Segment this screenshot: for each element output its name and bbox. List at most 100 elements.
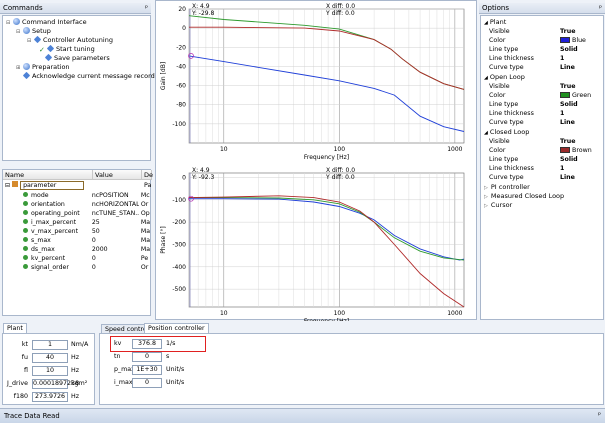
table-row[interactable]: v_max_percent 50 Ma — [3, 227, 152, 236]
option-value[interactable]: True — [560, 138, 576, 145]
param-value[interactable]: 50 — [91, 227, 100, 235]
x-tick-label: 10 — [220, 146, 228, 153]
param-bullet-icon — [23, 236, 28, 242]
plant-field-f180[interactable]: 273.9726 — [32, 392, 68, 402]
param-value[interactable]: ncPOSITION — [91, 191, 129, 199]
option-value[interactable]: True — [560, 28, 576, 35]
tree-item-save-parameters[interactable]: Save parameters — [44, 53, 110, 63]
option-value[interactable]: 1 — [560, 55, 565, 62]
parameter-root-label: parameter — [20, 181, 85, 190]
options-section-pi-controller[interactable]: ▷ PI controller — [484, 183, 530, 192]
option-key: Line thickness — [489, 165, 534, 172]
controller-label-tn: tn — [114, 353, 121, 360]
column-header-value[interactable]: Value — [93, 170, 142, 180]
option-key: Color — [489, 147, 506, 154]
options-section-cursor[interactable]: ▷ Cursor — [484, 201, 512, 210]
expand-icon[interactable]: ⊞ — [16, 65, 21, 71]
expand-icon[interactable]: ▷ — [484, 185, 488, 191]
pin-icon[interactable]: ᵖ — [599, 4, 602, 12]
param-bullet-icon — [23, 227, 28, 233]
collapse-icon[interactable]: ◢ — [484, 130, 488, 136]
option-value[interactable]: Solid — [560, 46, 578, 53]
table-row[interactable]: mode ncPOSITION Mc — [3, 191, 152, 200]
param-name: kv_percent — [31, 254, 66, 262]
tree-item-setup[interactable]: ⊟ Setup — [16, 27, 51, 35]
option-key: Visible — [489, 28, 510, 35]
plant-field-fl[interactable]: 10 — [32, 366, 68, 376]
options-section-measured-closed-loop[interactable]: ▷ Measured Closed Loop — [484, 192, 564, 201]
option-value[interactable]: Line — [560, 64, 575, 71]
table-row[interactable]: ds_max 2000 Ma — [3, 245, 152, 254]
collapse-icon[interactable]: ⊟ — [27, 38, 32, 44]
options-section-closed-loop[interactable]: ◢ Closed Loop — [484, 128, 529, 137]
table-row[interactable]: kv_percent 0 Pe — [3, 254, 152, 263]
collapse-icon[interactable]: ⊟ — [6, 20, 11, 26]
table-row[interactable]: i_max_percent 25 Ma — [3, 218, 152, 227]
option-value[interactable]: Solid — [560, 101, 578, 108]
option-value[interactable]: 1 — [560, 110, 565, 117]
parameter-root-row[interactable]: ⊟ parameter Pa — [5, 181, 151, 190]
tree-item-preparation[interactable]: ⊞ Preparation — [16, 63, 70, 71]
controller-field-p-max[interactable]: 1E+30 — [132, 365, 162, 375]
option-value[interactable]: Solid — [560, 156, 578, 163]
command-icon — [44, 53, 53, 62]
commands-title: Commands — [3, 4, 43, 12]
collapse-icon[interactable]: ◢ — [484, 20, 488, 26]
table-row[interactable]: signal_order 0 Or — [3, 263, 152, 272]
param-name-cell: kv_percent — [3, 254, 90, 263]
option-value[interactable]: Brown — [560, 146, 592, 155]
option-value[interactable]: Green — [560, 91, 591, 100]
param-value[interactable]: 2000 — [91, 245, 108, 253]
param-name-cell: orientation — [3, 200, 90, 209]
plant-field-kt[interactable]: 1 — [32, 340, 68, 350]
table-row[interactable]: orientation ncHORIZONTAL Or — [3, 200, 152, 209]
pin-icon[interactable]: ᵖ — [145, 4, 148, 12]
param-value[interactable]: ncHORIZONTAL — [91, 200, 139, 208]
plant-unit: Hz — [71, 393, 80, 400]
param-value[interactable]: 0 — [91, 254, 96, 262]
cursor-marker[interactable] — [188, 53, 194, 59]
param-value[interactable]: 25 — [91, 218, 100, 226]
tree-item-command-interface[interactable]: ⊟ Command Interface — [6, 18, 87, 26]
option-value[interactable]: Line — [560, 174, 575, 181]
parameter-root-desc: Pa — [144, 182, 152, 189]
collapse-icon[interactable]: ⊟ — [5, 182, 11, 189]
column-header-desc[interactable]: De — [142, 170, 154, 180]
pin-icon[interactable]: ᵖ — [598, 411, 601, 419]
options-section-open-loop[interactable]: ◢ Open Loop — [484, 73, 525, 82]
tree-item-start-tuning[interactable]: ✓ Start tuning — [39, 44, 95, 54]
options-section-plant[interactable]: ◢ Plant — [484, 18, 506, 27]
y-tick-label: -100 — [172, 197, 186, 204]
param-desc: Ma — [140, 236, 150, 244]
collapse-icon[interactable]: ◢ — [484, 75, 488, 81]
collapse-icon[interactable]: ⊟ — [16, 29, 21, 35]
tree-item-controller-autotuning[interactable]: ⊟ Controller Autotuning — [27, 35, 113, 44]
cursor-readout-ydiff: Y diff: 0.0 — [325, 10, 355, 17]
option-key: Curve type — [489, 119, 524, 126]
tab-position-controller[interactable]: Position controller — [144, 323, 209, 334]
plant-field-fu[interactable]: 40 — [32, 353, 68, 363]
tree-item-acknowledge[interactable]: Acknowledge current message record — [22, 71, 155, 81]
option-value[interactable]: Blue — [560, 36, 586, 45]
plant-field-j_drive[interactable]: 0.0001897238 — [32, 379, 80, 389]
tab-plant[interactable]: Plant — [3, 323, 27, 334]
param-value[interactable]: 0 — [91, 263, 96, 271]
parameter-grid: Name Value De ⊟ parameter Pa mode ncPOSIT… — [2, 169, 154, 316]
controller-field-kv[interactable]: 376.8 — [132, 339, 162, 349]
column-header-name[interactable]: Name — [3, 170, 93, 180]
option-value[interactable]: True — [560, 83, 576, 90]
table-row[interactable]: s_max 0 Ma — [3, 236, 152, 245]
controller-field-i-max[interactable]: 0 — [132, 378, 162, 388]
expand-icon[interactable]: ▷ — [484, 194, 488, 200]
y-tick-label: -80 — [176, 102, 186, 109]
plant-label-f180: f180 — [13, 393, 28, 400]
param-value[interactable]: 0 — [91, 236, 96, 244]
table-row[interactable]: operating_point ncTUNE_STAN... Op — [3, 209, 152, 218]
param-value[interactable]: ncTUNE_STAN... — [91, 209, 139, 217]
cursor-marker[interactable] — [188, 195, 194, 202]
controller-field-tn[interactable]: 0 — [132, 352, 162, 362]
expand-icon[interactable]: ▷ — [484, 203, 488, 209]
option-value[interactable]: Line — [560, 119, 575, 126]
option-value[interactable]: 1 — [560, 165, 565, 172]
